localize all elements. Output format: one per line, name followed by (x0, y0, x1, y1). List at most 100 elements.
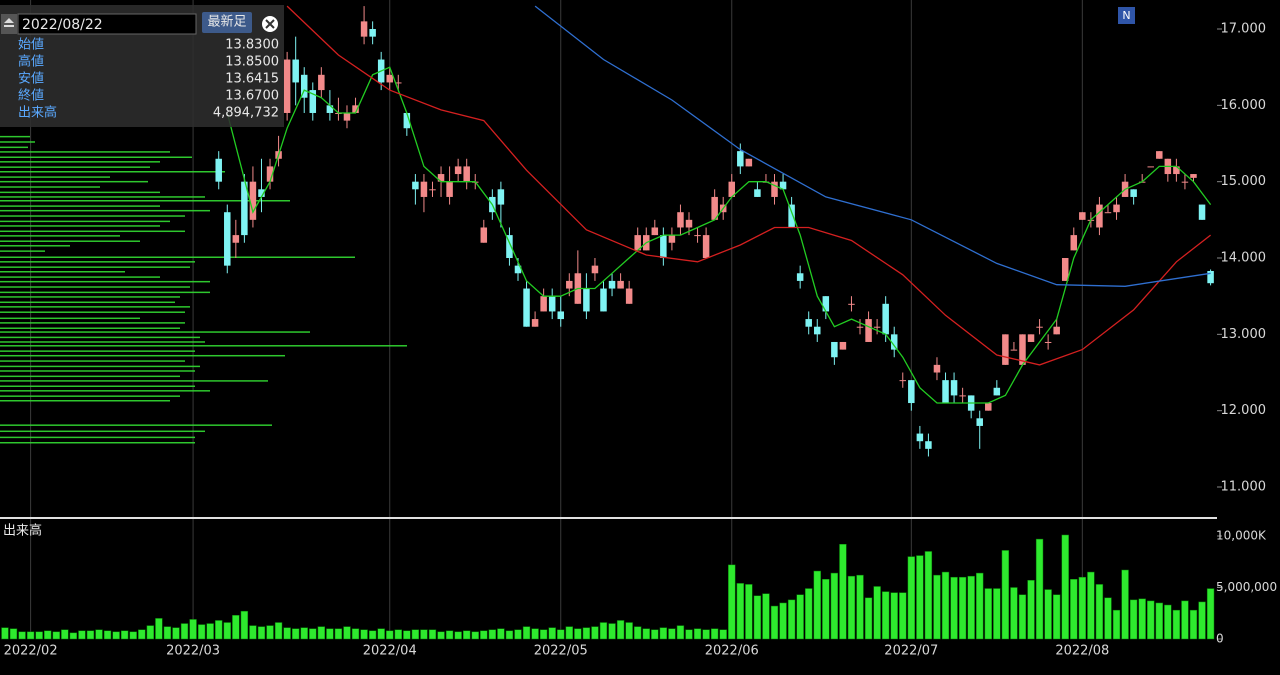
profile-bar (0, 296, 180, 298)
profile-bar (0, 380, 268, 382)
volume-bar (787, 599, 796, 640)
volume-bar (599, 622, 608, 640)
volume-bar (463, 630, 471, 640)
profile-bar (0, 135, 30, 138)
latest-button[interactable] (202, 12, 252, 33)
volume-bar (454, 631, 462, 640)
volume-bar (377, 628, 385, 640)
volume-bar (1155, 602, 1163, 640)
volume-bar (9, 628, 18, 640)
profile-bar (0, 331, 310, 333)
volume-bar (1018, 594, 1027, 640)
volume-tick-label: 10,000K (1216, 529, 1267, 543)
volume-bar (856, 574, 864, 640)
candle-body (668, 235, 676, 243)
volume-bar (958, 576, 967, 640)
volume-bar (223, 622, 231, 640)
volume-label: 出来高 (3, 523, 42, 539)
volume-bar (232, 615, 240, 640)
volume-bar (591, 626, 599, 640)
volume-bar (728, 564, 736, 640)
volume-bar (488, 629, 497, 640)
eject-icon (4, 18, 14, 27)
volume-bar (539, 629, 548, 640)
profile-bar (0, 171, 225, 173)
volume-bar (616, 620, 625, 640)
candle-body (463, 166, 470, 182)
volume-bar (907, 556, 915, 640)
volume-bar (1010, 587, 1018, 640)
candle-body (685, 219, 693, 228)
candle-body (985, 403, 992, 411)
candle-body (318, 74, 325, 91)
volume-bar (480, 630, 488, 640)
volume-bar (146, 625, 154, 640)
candle-body (711, 196, 718, 220)
y-tick-label: 11.000 (1221, 480, 1267, 495)
volume-bar (1129, 599, 1138, 640)
candle-body (1061, 258, 1069, 281)
volume-bar (719, 629, 727, 640)
candle-body (420, 181, 428, 197)
volume-bar (976, 572, 984, 640)
candle-body (959, 395, 966, 397)
candle-body (771, 181, 778, 197)
volume-bar (702, 629, 710, 640)
candle-body (779, 181, 787, 190)
volume-bar (813, 570, 821, 640)
volume-bar (762, 593, 770, 640)
candle-body (514, 265, 522, 274)
info-value: 13.6700 (225, 89, 279, 104)
candle-body (557, 311, 564, 320)
candle-body (873, 326, 881, 328)
date-field[interactable] (17, 13, 197, 35)
candle-body (805, 319, 812, 327)
volume-bar (1112, 609, 1121, 640)
volume-bar (300, 627, 308, 640)
volume-bar (1164, 604, 1172, 640)
volume-bar (95, 629, 103, 640)
candle-body (617, 280, 624, 289)
volume-bar (864, 597, 873, 640)
candle-body (566, 280, 573, 289)
candle-body (300, 74, 308, 98)
candle-body (702, 235, 710, 259)
candle-body (497, 189, 505, 205)
volume-bar (1095, 584, 1104, 640)
volume-bar (445, 630, 454, 640)
profile-bar (0, 161, 160, 163)
candle-body (754, 189, 761, 197)
volume-bar (933, 574, 941, 640)
volume-bar (676, 625, 685, 640)
volume-bar (993, 588, 1001, 640)
profile-bar (0, 146, 28, 149)
profile-bar (0, 291, 210, 294)
volume-bar (437, 631, 445, 640)
volume-bar (574, 628, 582, 640)
profile-bar (0, 317, 140, 320)
y-tick-label: 13.000 (1221, 327, 1267, 342)
volume-bar (292, 628, 300, 640)
candle-body (1096, 204, 1103, 228)
volume-bar (197, 624, 206, 640)
candle-body (1053, 326, 1060, 335)
info-label: 安値 (18, 71, 44, 87)
candle-body (814, 326, 821, 335)
candle-body (625, 288, 633, 304)
volume-profile (0, 135, 407, 444)
volume-bar (1181, 600, 1189, 640)
candle-body (651, 227, 659, 236)
x-tick-label: 2022/05 (534, 644, 588, 659)
volume-bar (1001, 550, 1010, 640)
volume-bar (1, 627, 9, 640)
candle-body (1207, 270, 1214, 284)
volume-bar (266, 625, 274, 640)
news-badge[interactable] (1118, 7, 1135, 24)
candle-body (745, 158, 753, 167)
volume-bar (1087, 571, 1095, 640)
candle-body (1036, 326, 1043, 328)
candle-body (1156, 151, 1163, 159)
profile-bar (0, 141, 35, 143)
eject-button[interactable] (1, 14, 17, 34)
